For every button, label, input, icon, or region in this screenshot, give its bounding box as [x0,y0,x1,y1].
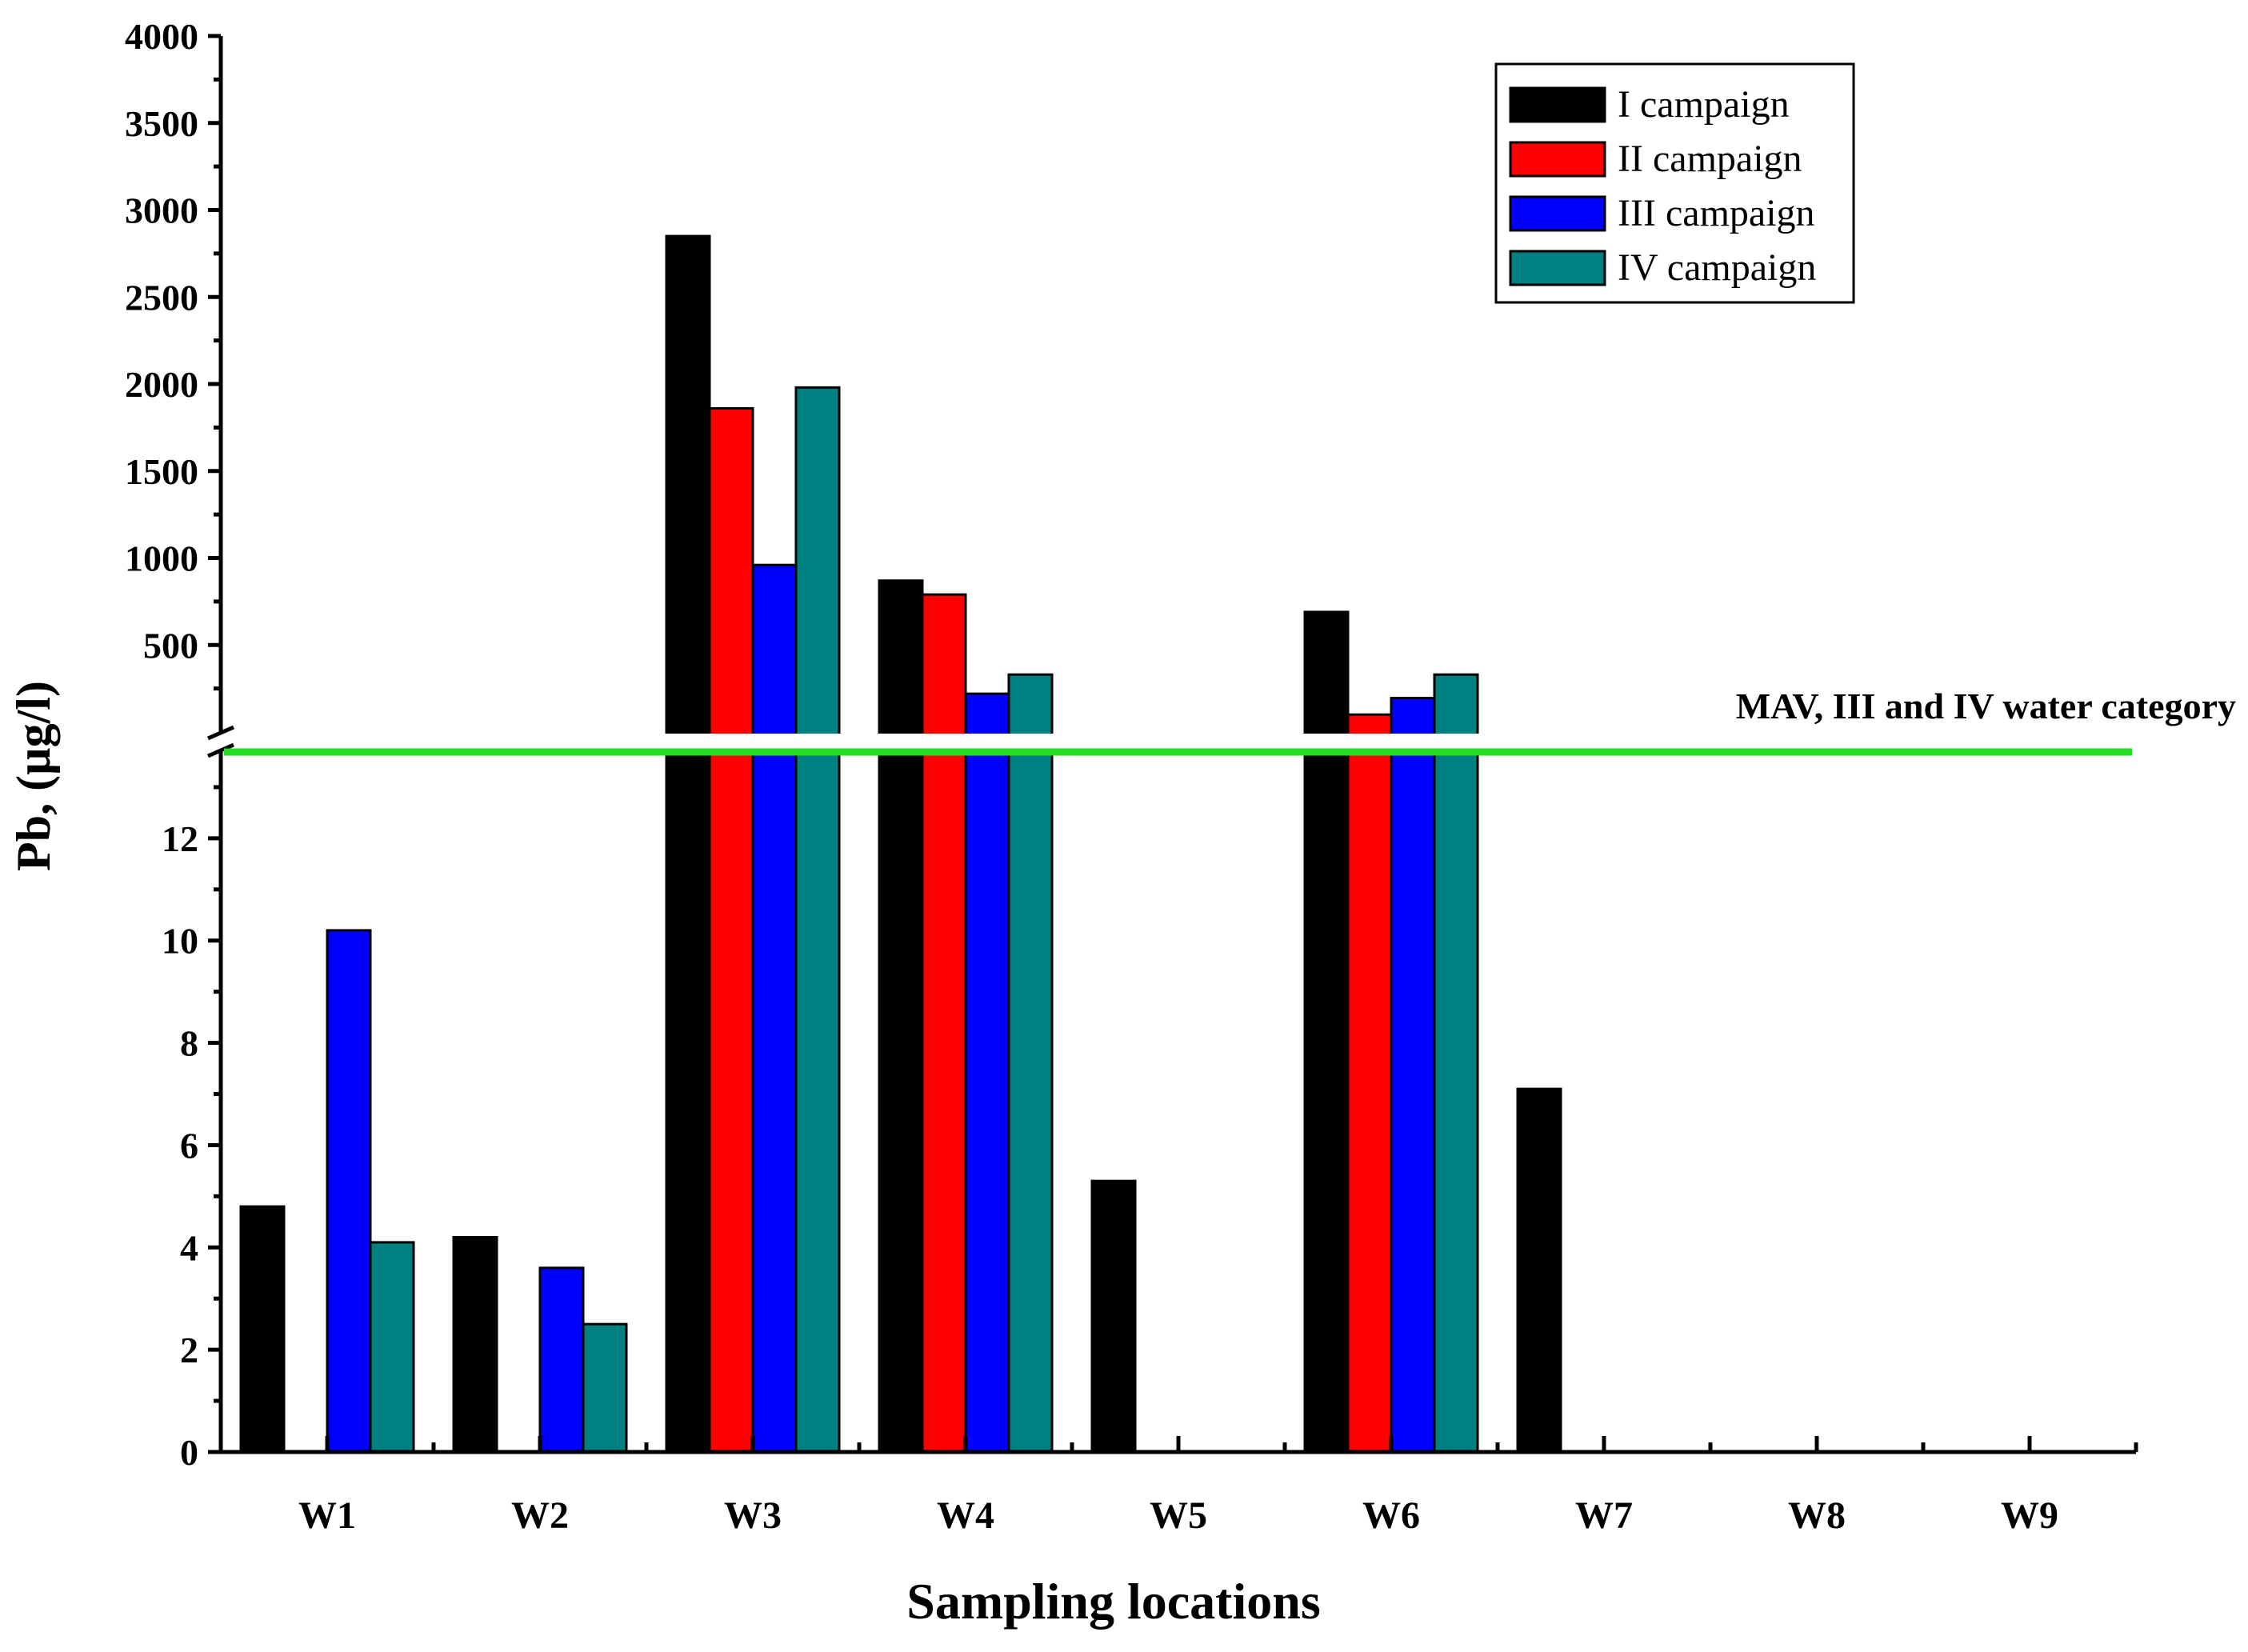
x-tick-label-w7: W7 [1575,1494,1633,1537]
break-gap-band [211,734,2142,750]
y-tick-label: 3500 [125,103,198,144]
bar-w6-2 [1346,713,1393,1454]
y-tick-label: 4000 [125,16,198,57]
bars-group [239,234,1562,1454]
bar-w4-4 [1007,673,1054,1454]
y-tick-label: 3000 [125,190,198,231]
bar-w1-3 [326,929,372,1454]
legend-swatch-4 [1509,250,1606,286]
bar-w4-3 [964,692,1010,1454]
bar-w2-1 [452,1236,498,1454]
axes-group: 0 2 4 6 8 10 12 500 1000 1500 2000 2500 3000 3500 4000… [125,16,2138,1537]
x-tick-label-w6: W6 [1362,1494,1420,1537]
bar-w5-1 [1090,1179,1137,1454]
x-tick-label-w1: W1 [298,1494,356,1537]
y-tick-label: 12 [162,818,198,859]
axis-break-mark-top [206,725,235,741]
x-tick-label-w8: W8 [1788,1494,1846,1537]
legend-label-2: II campaign [1618,138,1802,180]
y-tick-label: 2500 [125,277,198,318]
y-tick-label: 4 [180,1227,198,1268]
legend-label-4: IV campaign [1618,246,1816,289]
y-tick-label: 2 [180,1330,198,1370]
bar-w1-1 [239,1205,286,1454]
bar-w3-2 [708,406,754,1454]
legend-swatch-3 [1509,195,1606,232]
bar-w4-1 [878,579,924,1454]
x-tick-label-w3: W3 [724,1494,782,1537]
y-tick-label: 0 [180,1432,198,1473]
y-tick-label: 6 [180,1125,198,1166]
legend-label-1: I campaign [1618,83,1790,126]
x-tick-label-w5: W5 [1150,1494,1207,1537]
y-axis-label: Pb, (µg/l) [7,681,60,871]
legend-swatch-2 [1509,141,1606,178]
bar-w2-3 [538,1266,585,1454]
x-tick-label-w2: W2 [511,1494,569,1537]
y-tick-label: 1500 [125,451,198,492]
bar-w4-2 [921,593,967,1454]
bar-w1-4 [369,1241,415,1454]
axis-break-mark-bottom [206,742,235,758]
legend-label-3: III campaign [1618,192,1815,234]
mav-reference-label: MAV, III and IV water category [1736,686,2236,726]
y-tick-label: 500 [143,625,198,666]
y-tick-label: 2000 [125,364,198,405]
legend: I campaign II campaign III campaign IV camp… [1494,62,1855,304]
y-tick-label: 1000 [125,538,198,579]
x-tick-label-w4: W4 [937,1494,994,1537]
y-tick-label: 10 [162,921,198,962]
bar-w7-1 [1516,1087,1562,1454]
legend-swatch-1 [1509,86,1606,123]
y-tick-label: 8 [180,1023,198,1064]
x-tick-label-w9: W9 [2001,1494,2058,1537]
x-axis-label: Sampling locations [906,1573,1320,1630]
bar-w6-4 [1433,673,1479,1454]
bar-w3-1 [665,234,711,1454]
bar-w3-3 [751,563,798,1454]
bar-w6-3 [1390,697,1436,1454]
bar-w2-4 [582,1322,628,1454]
bar-w3-4 [794,386,841,1454]
break-gap [211,734,2142,750]
